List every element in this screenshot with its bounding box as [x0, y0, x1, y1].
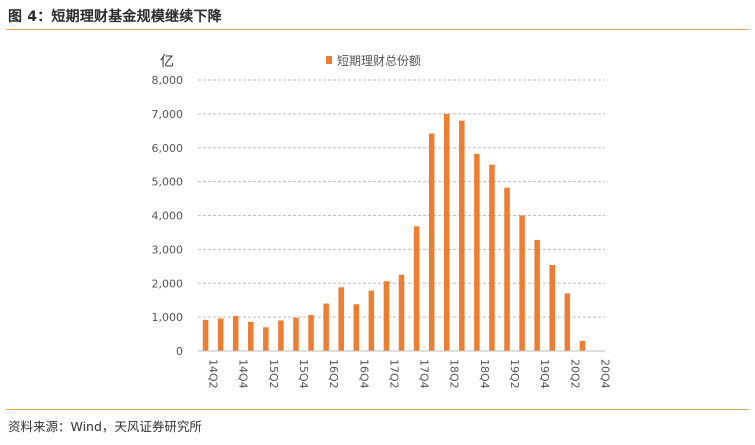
bar [534, 239, 540, 351]
grid-lines [198, 79, 605, 318]
y-axis-unit-label: 亿 [160, 54, 174, 70]
bar [338, 287, 344, 351]
figure-title: 图 4：短期理财基金规模继续下降 [8, 9, 222, 25]
bar [489, 164, 495, 351]
bar [263, 327, 269, 351]
bars [202, 113, 586, 352]
bar-chart: 0 1,000 2,000 3,000 4,000 5,000 6,000 7,000 8,00… [152, 54, 612, 389]
y-tick-label: 2,000 [152, 277, 184, 290]
y-tick-label: 0 [176, 345, 183, 358]
bar [564, 293, 571, 351]
x-tick-label: 17Q4 [418, 359, 431, 389]
bar [308, 315, 314, 351]
y-tick-label: 3,000 [152, 243, 184, 256]
bar [428, 133, 435, 351]
x-tick-label: 14Q4 [237, 359, 250, 389]
legend-swatch [326, 56, 332, 64]
x-axis-ticks: 14Q2 14Q4 15Q2 15Q4 16Q2 16Q4 17Q2 17Q4 18Q2 18Q4… [207, 359, 612, 389]
x-tick-label: 15Q4 [297, 359, 310, 389]
bar [353, 304, 360, 351]
bar [383, 281, 390, 351]
legend-label: 短期理财总份额 [337, 54, 421, 68]
x-tick-label: 16Q4 [357, 359, 370, 389]
bar [368, 290, 375, 351]
bar [398, 274, 405, 351]
y-tick-label: 8,000 [152, 74, 184, 87]
bar [248, 321, 254, 351]
footer-divider [6, 409, 749, 410]
bar [504, 187, 510, 351]
source-note: 资料来源：Wind，天风证券研究所 [8, 419, 202, 434]
x-tick-label: 14Q2 [207, 359, 220, 389]
x-tick-label: 20Q2 [568, 359, 581, 389]
bar [202, 319, 209, 351]
bar [232, 316, 239, 351]
bar [549, 264, 555, 351]
bar [413, 226, 420, 351]
y-axis-ticks: 0 1,000 2,000 3,000 4,000 5,000 6,000 7,000 8,00… [152, 74, 184, 358]
y-tick-label: 4,000 [152, 210, 184, 223]
bar [278, 320, 284, 351]
bar [323, 303, 329, 351]
title-divider [6, 29, 749, 30]
x-tick-label: 17Q2 [387, 359, 400, 389]
legend: 短期理财总份额 [326, 54, 421, 68]
x-tick-label: 16Q2 [327, 359, 340, 389]
y-tick-label: 6,000 [152, 142, 184, 155]
bar [519, 215, 525, 351]
x-tick-label: 20Q4 [598, 359, 611, 389]
x-tick-label: 18Q4 [478, 359, 491, 389]
y-tick-label: 7,000 [152, 108, 184, 121]
bar [474, 153, 480, 351]
bar [459, 120, 465, 352]
bar [579, 340, 586, 351]
bar [217, 318, 224, 351]
x-tick-label: 19Q2 [508, 359, 521, 389]
y-tick-label: 5,000 [152, 176, 184, 189]
y-tick-label: 1,000 [152, 311, 184, 324]
x-tick-label: 18Q2 [448, 359, 461, 389]
x-tick-label: 15Q2 [267, 359, 280, 389]
x-tick-label: 19Q4 [538, 359, 551, 389]
bar [293, 317, 299, 351]
bar [443, 113, 450, 351]
